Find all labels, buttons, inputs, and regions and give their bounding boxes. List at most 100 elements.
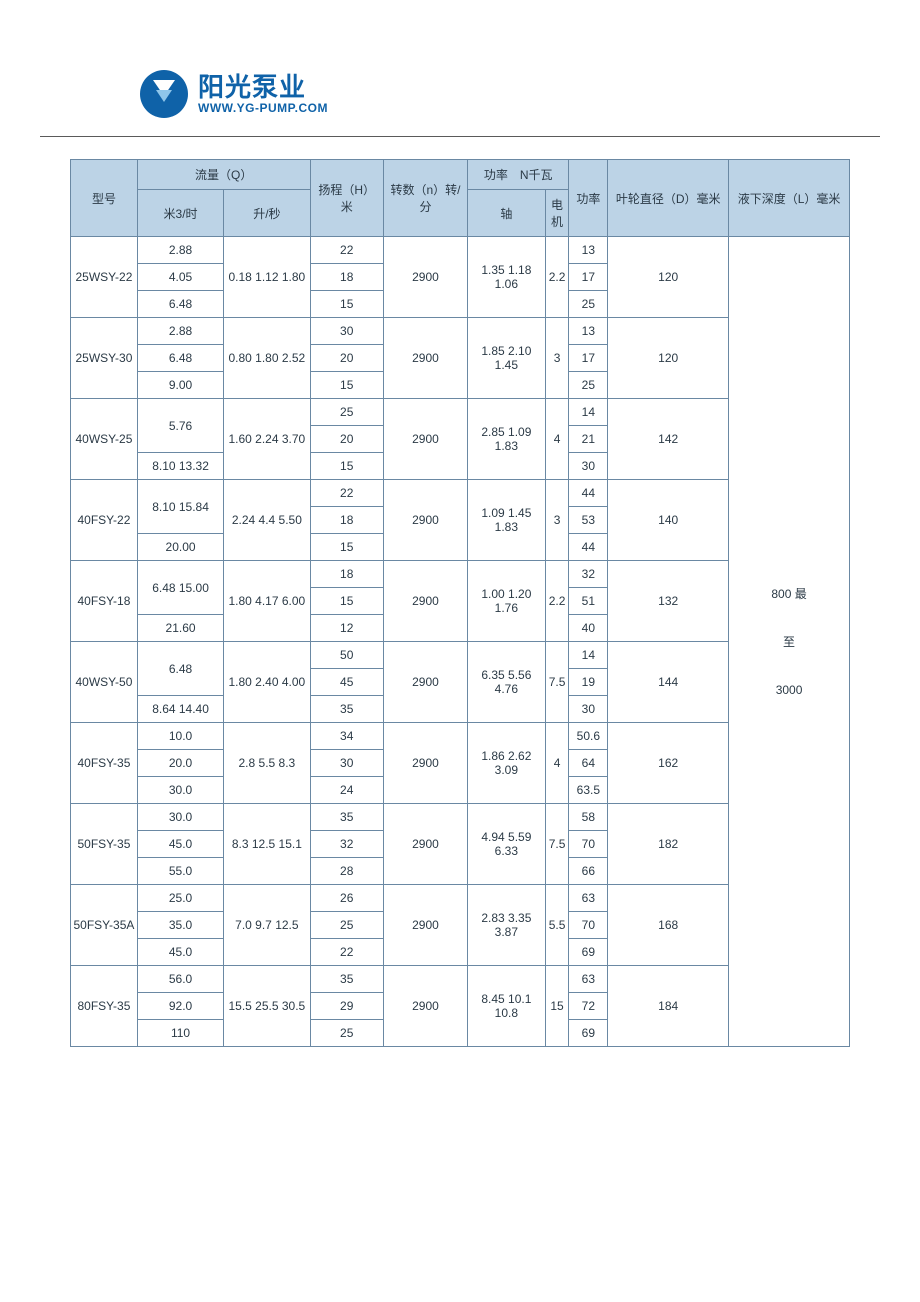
th-m3h: 米3/时 xyxy=(137,190,223,237)
logo-icon xyxy=(140,70,188,118)
cell-head: 22 xyxy=(310,480,383,507)
cell-ls: 2.24 4.4 5.50 xyxy=(224,480,310,561)
cell-head: 45 xyxy=(310,669,383,696)
cell-m3h: 56.0 xyxy=(137,966,223,993)
cell-shaft: 1.00 1.20 1.76 xyxy=(468,561,546,642)
cell-eff: 44 xyxy=(569,534,608,561)
cell-rpm: 2900 xyxy=(383,804,467,885)
cell-eff: 63.5 xyxy=(569,777,608,804)
cell-rpm: 2900 xyxy=(383,399,467,480)
cell-head: 25 xyxy=(310,1020,383,1047)
th-head: 扬程（H）米 xyxy=(310,160,383,237)
brand-header: 阳光泵业 WWW.YG-PUMP.COM xyxy=(40,70,880,118)
cell-ls: 1.80 2.40 4.00 xyxy=(224,642,310,723)
cell-m3h: 4.05 xyxy=(137,264,223,291)
cell-ls: 8.3 12.5 15.1 xyxy=(224,804,310,885)
cell-eff: 69 xyxy=(569,939,608,966)
cell-rpm: 2900 xyxy=(383,966,467,1047)
cell-head: 22 xyxy=(310,939,383,966)
cell-m3h: 55.0 xyxy=(137,858,223,885)
cell-model: 25WSY-22 xyxy=(71,237,138,318)
logo-en: WWW.YG-PUMP.COM xyxy=(198,102,328,115)
th-eff: 功率 xyxy=(569,160,608,237)
cell-dia: 132 xyxy=(608,561,729,642)
page: 阳光泵业 WWW.YG-PUMP.COM 型号 流量（Q） 扬程（H）米 转数（… xyxy=(0,0,920,1302)
cell-head: 15 xyxy=(310,372,383,399)
cell-head: 32 xyxy=(310,831,383,858)
cell-eff: 14 xyxy=(569,399,608,426)
th-rpm: 转数（n）转/分 xyxy=(383,160,467,237)
cell-m3h: 35.0 xyxy=(137,912,223,939)
cell-head: 24 xyxy=(310,777,383,804)
logo-cn: 阳光泵业 xyxy=(198,73,328,102)
cell-motor: 4 xyxy=(545,723,569,804)
cell-eff: 70 xyxy=(569,912,608,939)
cell-head: 15 xyxy=(310,588,383,615)
table-body: 25WSY-222.880.18 1.12 1.802229001.35 1.1… xyxy=(71,237,850,1047)
cell-eff: 63 xyxy=(569,966,608,993)
cell-motor: 3 xyxy=(545,318,569,399)
cell-eff: 25 xyxy=(569,291,608,318)
table-row: 25WSY-222.880.18 1.12 1.802229001.35 1.1… xyxy=(71,237,850,264)
cell-dia: 120 xyxy=(608,318,729,399)
cell-m3h: 5.76 xyxy=(137,399,223,453)
cell-m3h: 20.00 xyxy=(137,534,223,561)
cell-ls: 0.18 1.12 1.80 xyxy=(224,237,310,318)
cell-m3h: 6.48 xyxy=(137,291,223,318)
cell-m3h: 20.0 xyxy=(137,750,223,777)
cell-dia: 168 xyxy=(608,885,729,966)
cell-dia: 162 xyxy=(608,723,729,804)
cell-m3h: 6.48 xyxy=(137,642,223,696)
cell-m3h: 8.64 14.40 xyxy=(137,696,223,723)
cell-eff: 63 xyxy=(569,885,608,912)
cell-rpm: 2900 xyxy=(383,642,467,723)
cell-head: 35 xyxy=(310,966,383,993)
cell-shaft: 4.94 5.59 6.33 xyxy=(468,804,546,885)
cell-eff: 19 xyxy=(569,669,608,696)
cell-eff: 72 xyxy=(569,993,608,1020)
cell-head: 35 xyxy=(310,696,383,723)
cell-eff: 14 xyxy=(569,642,608,669)
cell-head: 34 xyxy=(310,723,383,750)
cell-model: 50FSY-35A xyxy=(71,885,138,966)
cell-motor: 7.5 xyxy=(545,642,569,723)
th-flow-group: 流量（Q） xyxy=(137,160,310,190)
cell-dia: 142 xyxy=(608,399,729,480)
cell-eff: 21 xyxy=(569,426,608,453)
cell-eff: 17 xyxy=(569,345,608,372)
cell-eff: 66 xyxy=(569,858,608,885)
th-ls: 升/秒 xyxy=(224,190,310,237)
cell-head: 18 xyxy=(310,507,383,534)
spec-table: 型号 流量（Q） 扬程（H）米 转数（n）转/分 功率 N千瓦 功率 叶轮直径（… xyxy=(70,159,850,1047)
cell-head: 35 xyxy=(310,804,383,831)
cell-m3h: 92.0 xyxy=(137,993,223,1020)
cell-dia: 182 xyxy=(608,804,729,885)
cell-eff: 25 xyxy=(569,372,608,399)
cell-head: 22 xyxy=(310,237,383,264)
cell-dia: 140 xyxy=(608,480,729,561)
cell-m3h: 6.48 xyxy=(137,345,223,372)
cell-motor: 5.5 xyxy=(545,885,569,966)
cell-head: 50 xyxy=(310,642,383,669)
table-head: 型号 流量（Q） 扬程（H）米 转数（n）转/分 功率 N千瓦 功率 叶轮直径（… xyxy=(71,160,850,237)
cell-head: 12 xyxy=(310,615,383,642)
cell-m3h: 30.0 xyxy=(137,777,223,804)
cell-ls: 7.0 9.7 12.5 xyxy=(224,885,310,966)
cell-eff: 64 xyxy=(569,750,608,777)
cell-m3h: 2.88 xyxy=(137,237,223,264)
cell-model: 40FSY-22 xyxy=(71,480,138,561)
cell-head: 28 xyxy=(310,858,383,885)
cell-m3h: 110 xyxy=(137,1020,223,1047)
cell-shaft: 1.85 2.10 1.45 xyxy=(468,318,546,399)
cell-head: 30 xyxy=(310,750,383,777)
cell-eff: 17 xyxy=(569,264,608,291)
cell-eff: 30 xyxy=(569,453,608,480)
cell-head: 15 xyxy=(310,453,383,480)
spec-table-wrap: 型号 流量（Q） 扬程（H）米 转数（n）转/分 功率 N千瓦 功率 叶轮直径（… xyxy=(40,159,880,1047)
cell-head: 20 xyxy=(310,345,383,372)
cell-head: 29 xyxy=(310,993,383,1020)
cell-shaft: 2.83 3.35 3.87 xyxy=(468,885,546,966)
th-motor: 电机 xyxy=(545,190,569,237)
cell-eff: 13 xyxy=(569,318,608,345)
th-power-group: 功率 N千瓦 xyxy=(468,160,569,190)
